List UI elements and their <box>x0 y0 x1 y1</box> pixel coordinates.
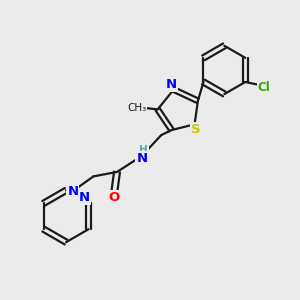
Text: O: O <box>108 191 120 204</box>
Text: N: N <box>136 152 148 165</box>
Text: N: N <box>79 191 90 204</box>
Text: N: N <box>166 78 177 91</box>
Text: Cl: Cl <box>258 81 271 94</box>
Text: CH₃: CH₃ <box>128 103 147 113</box>
Text: H: H <box>139 145 148 155</box>
Text: N: N <box>67 184 78 198</box>
Text: S: S <box>191 123 201 136</box>
